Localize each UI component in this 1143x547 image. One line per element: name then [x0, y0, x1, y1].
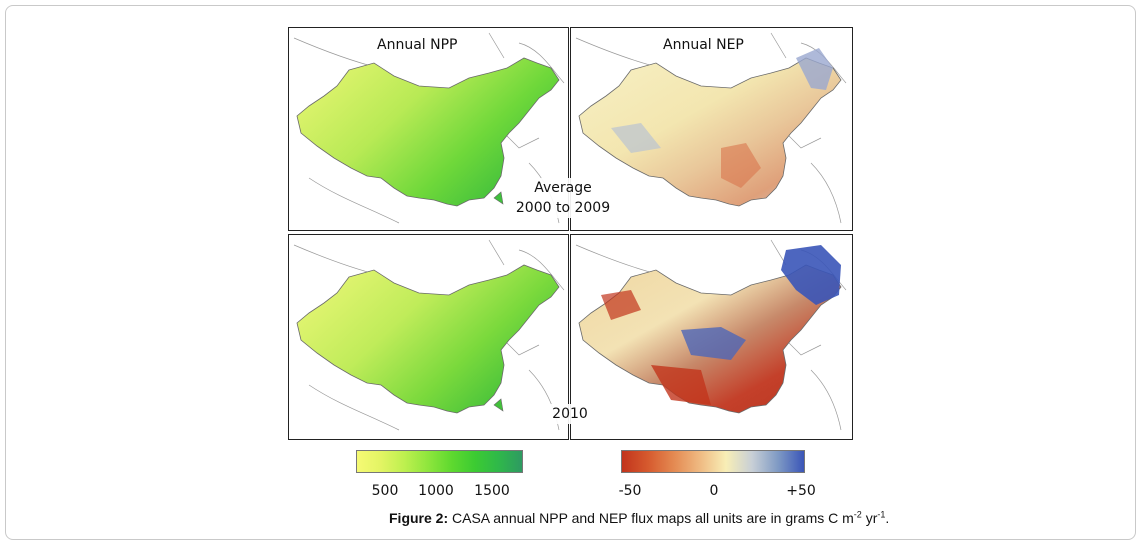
npp-colorbar-tick-1000: 1000 [418, 483, 454, 499]
npp-colorbar-tick-1500: 1500 [474, 483, 510, 499]
caption-sup-area: -2 [853, 509, 862, 520]
caption-text: CASA annual NPP and NEP flux maps all un… [448, 510, 854, 526]
caption-end: . [885, 510, 890, 526]
map-nep-2010 [570, 234, 853, 440]
npp-average-map-graphic [293, 32, 565, 224]
panel-title-nep: Annual NEP [663, 37, 744, 53]
period-label: Average 2000 to 2009 [507, 178, 619, 218]
map-nep-average: Annual NEP [570, 27, 853, 231]
npp-colorbar [356, 450, 523, 473]
nep-2010-map-graphic [575, 239, 847, 431]
nep-colorbar-tick-neg50: -50 [618, 483, 642, 499]
caption-mid: yr [861, 510, 878, 526]
nep-colorbar-tick-pos50: +50 [786, 483, 816, 499]
year-label: 2010 [546, 404, 594, 424]
nep-colorbar-tick-0: 0 [709, 483, 719, 499]
panel-title-npp: Annual NPP [377, 37, 458, 53]
figure-caption: Figure 2: CASA annual NPP and NEP flux m… [389, 510, 889, 526]
caption-label: Figure 2: [389, 510, 449, 526]
npp-colorbar-tick-500: 500 [371, 483, 399, 499]
npp-2010-map-graphic [293, 239, 565, 431]
period-label-line2: 2000 to 2009 [515, 200, 611, 216]
map-npp-2010 [288, 234, 569, 440]
caption-sup-time: -1 [877, 509, 886, 520]
nep-colorbar [621, 450, 805, 473]
period-label-line1: Average [534, 180, 592, 196]
map-npp-average: Annual NPP [288, 27, 569, 231]
nep-average-map-graphic [575, 32, 847, 224]
